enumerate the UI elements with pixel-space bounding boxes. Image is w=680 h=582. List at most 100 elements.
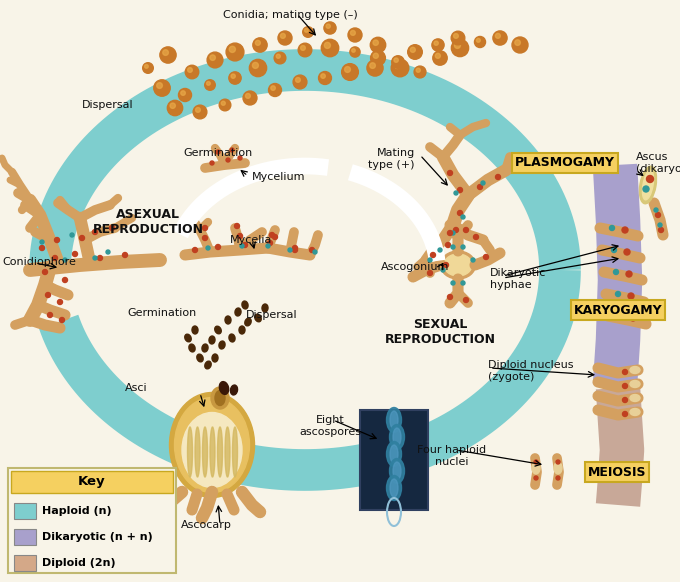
Ellipse shape <box>393 428 401 446</box>
Ellipse shape <box>219 341 225 349</box>
Circle shape <box>40 240 44 244</box>
Text: Conidia; mating type (–): Conidia; mating type (–) <box>222 10 358 20</box>
Circle shape <box>226 158 230 162</box>
Text: Asci: Asci <box>125 383 148 393</box>
Circle shape <box>454 191 458 195</box>
Circle shape <box>350 30 356 36</box>
Circle shape <box>42 269 48 275</box>
Circle shape <box>525 159 531 165</box>
Circle shape <box>318 72 331 84</box>
Ellipse shape <box>262 304 268 312</box>
Circle shape <box>628 293 634 299</box>
Circle shape <box>371 51 386 65</box>
Circle shape <box>477 184 483 190</box>
Circle shape <box>622 370 628 374</box>
Circle shape <box>216 244 220 250</box>
Circle shape <box>54 237 60 243</box>
Text: Ascus
(dikaryotic): Ascus (dikaryotic) <box>636 152 680 174</box>
Ellipse shape <box>386 407 401 432</box>
Circle shape <box>206 246 210 250</box>
Circle shape <box>299 43 312 57</box>
Circle shape <box>352 49 355 52</box>
Circle shape <box>229 46 235 52</box>
Ellipse shape <box>169 392 254 498</box>
Text: Four haploid
nuclei: Four haploid nuclei <box>418 445 487 467</box>
Ellipse shape <box>393 462 401 480</box>
Text: Key: Key <box>78 475 106 488</box>
Circle shape <box>391 59 409 77</box>
Ellipse shape <box>195 427 200 477</box>
Circle shape <box>630 315 636 321</box>
Circle shape <box>615 292 620 296</box>
Circle shape <box>235 223 239 229</box>
Ellipse shape <box>225 316 231 324</box>
Circle shape <box>278 31 292 45</box>
Circle shape <box>267 240 273 246</box>
Ellipse shape <box>192 326 198 334</box>
Circle shape <box>345 66 350 72</box>
Circle shape <box>221 101 225 105</box>
Circle shape <box>93 256 97 260</box>
Text: Dikaryotic
hyphae: Dikaryotic hyphae <box>490 268 546 290</box>
Circle shape <box>39 246 44 250</box>
Circle shape <box>250 59 267 77</box>
Ellipse shape <box>239 326 245 334</box>
Circle shape <box>203 236 207 240</box>
Text: Diploid nucleus
(zygote): Diploid nucleus (zygote) <box>488 360 573 382</box>
Circle shape <box>170 103 175 108</box>
Circle shape <box>205 80 216 90</box>
Circle shape <box>273 235 277 240</box>
Circle shape <box>313 250 317 254</box>
Text: Germination: Germination <box>184 148 253 158</box>
Circle shape <box>647 176 653 183</box>
Circle shape <box>658 223 662 227</box>
Ellipse shape <box>390 479 398 497</box>
Circle shape <box>216 150 220 154</box>
Circle shape <box>609 225 615 230</box>
Circle shape <box>458 187 462 193</box>
Circle shape <box>414 66 426 78</box>
Circle shape <box>373 40 378 45</box>
Ellipse shape <box>245 318 251 326</box>
Ellipse shape <box>386 442 401 467</box>
Circle shape <box>454 228 458 232</box>
Text: Dikaryotic (n + n): Dikaryotic (n + n) <box>42 532 153 542</box>
Circle shape <box>240 244 244 248</box>
Ellipse shape <box>202 344 208 352</box>
Circle shape <box>324 42 330 48</box>
Ellipse shape <box>643 170 653 200</box>
Circle shape <box>394 62 401 69</box>
Circle shape <box>188 68 192 72</box>
FancyBboxPatch shape <box>360 410 428 510</box>
Circle shape <box>447 230 452 236</box>
Circle shape <box>432 39 444 51</box>
Text: Haploid (n): Haploid (n) <box>42 506 112 516</box>
Ellipse shape <box>554 462 562 474</box>
Circle shape <box>156 83 163 88</box>
Circle shape <box>181 91 186 95</box>
Ellipse shape <box>386 475 401 501</box>
Circle shape <box>321 39 339 56</box>
Circle shape <box>452 40 469 56</box>
Circle shape <box>160 47 176 63</box>
Circle shape <box>512 37 528 53</box>
Circle shape <box>624 249 630 255</box>
Circle shape <box>556 476 560 480</box>
Circle shape <box>556 460 560 464</box>
Ellipse shape <box>211 387 229 409</box>
Ellipse shape <box>441 251 475 279</box>
Circle shape <box>210 55 216 61</box>
Circle shape <box>154 80 170 96</box>
Circle shape <box>193 105 207 119</box>
Circle shape <box>451 245 455 249</box>
Circle shape <box>622 227 628 233</box>
Ellipse shape <box>182 413 242 488</box>
Circle shape <box>617 314 622 318</box>
Circle shape <box>309 247 314 253</box>
Circle shape <box>196 108 201 112</box>
Circle shape <box>253 38 267 52</box>
Circle shape <box>280 33 286 38</box>
Circle shape <box>622 398 628 403</box>
Circle shape <box>464 297 469 303</box>
Circle shape <box>408 45 422 59</box>
